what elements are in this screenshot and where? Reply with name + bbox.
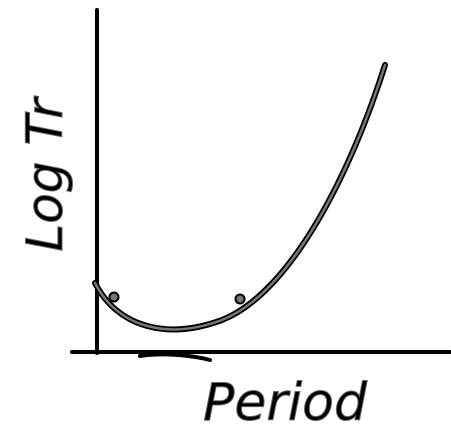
page: Log Tr Period (() => { const data = JSON… [0,0,451,438]
y-axis-label: Log Tr [16,95,74,252]
x-axis-label: Period [203,373,368,433]
sketch: Log Tr Period [0,0,451,438]
curve-point [236,295,245,304]
tick-stroke [140,354,210,360]
curve [95,65,385,329]
curve-point [110,293,119,302]
curve-outline [95,65,385,329]
